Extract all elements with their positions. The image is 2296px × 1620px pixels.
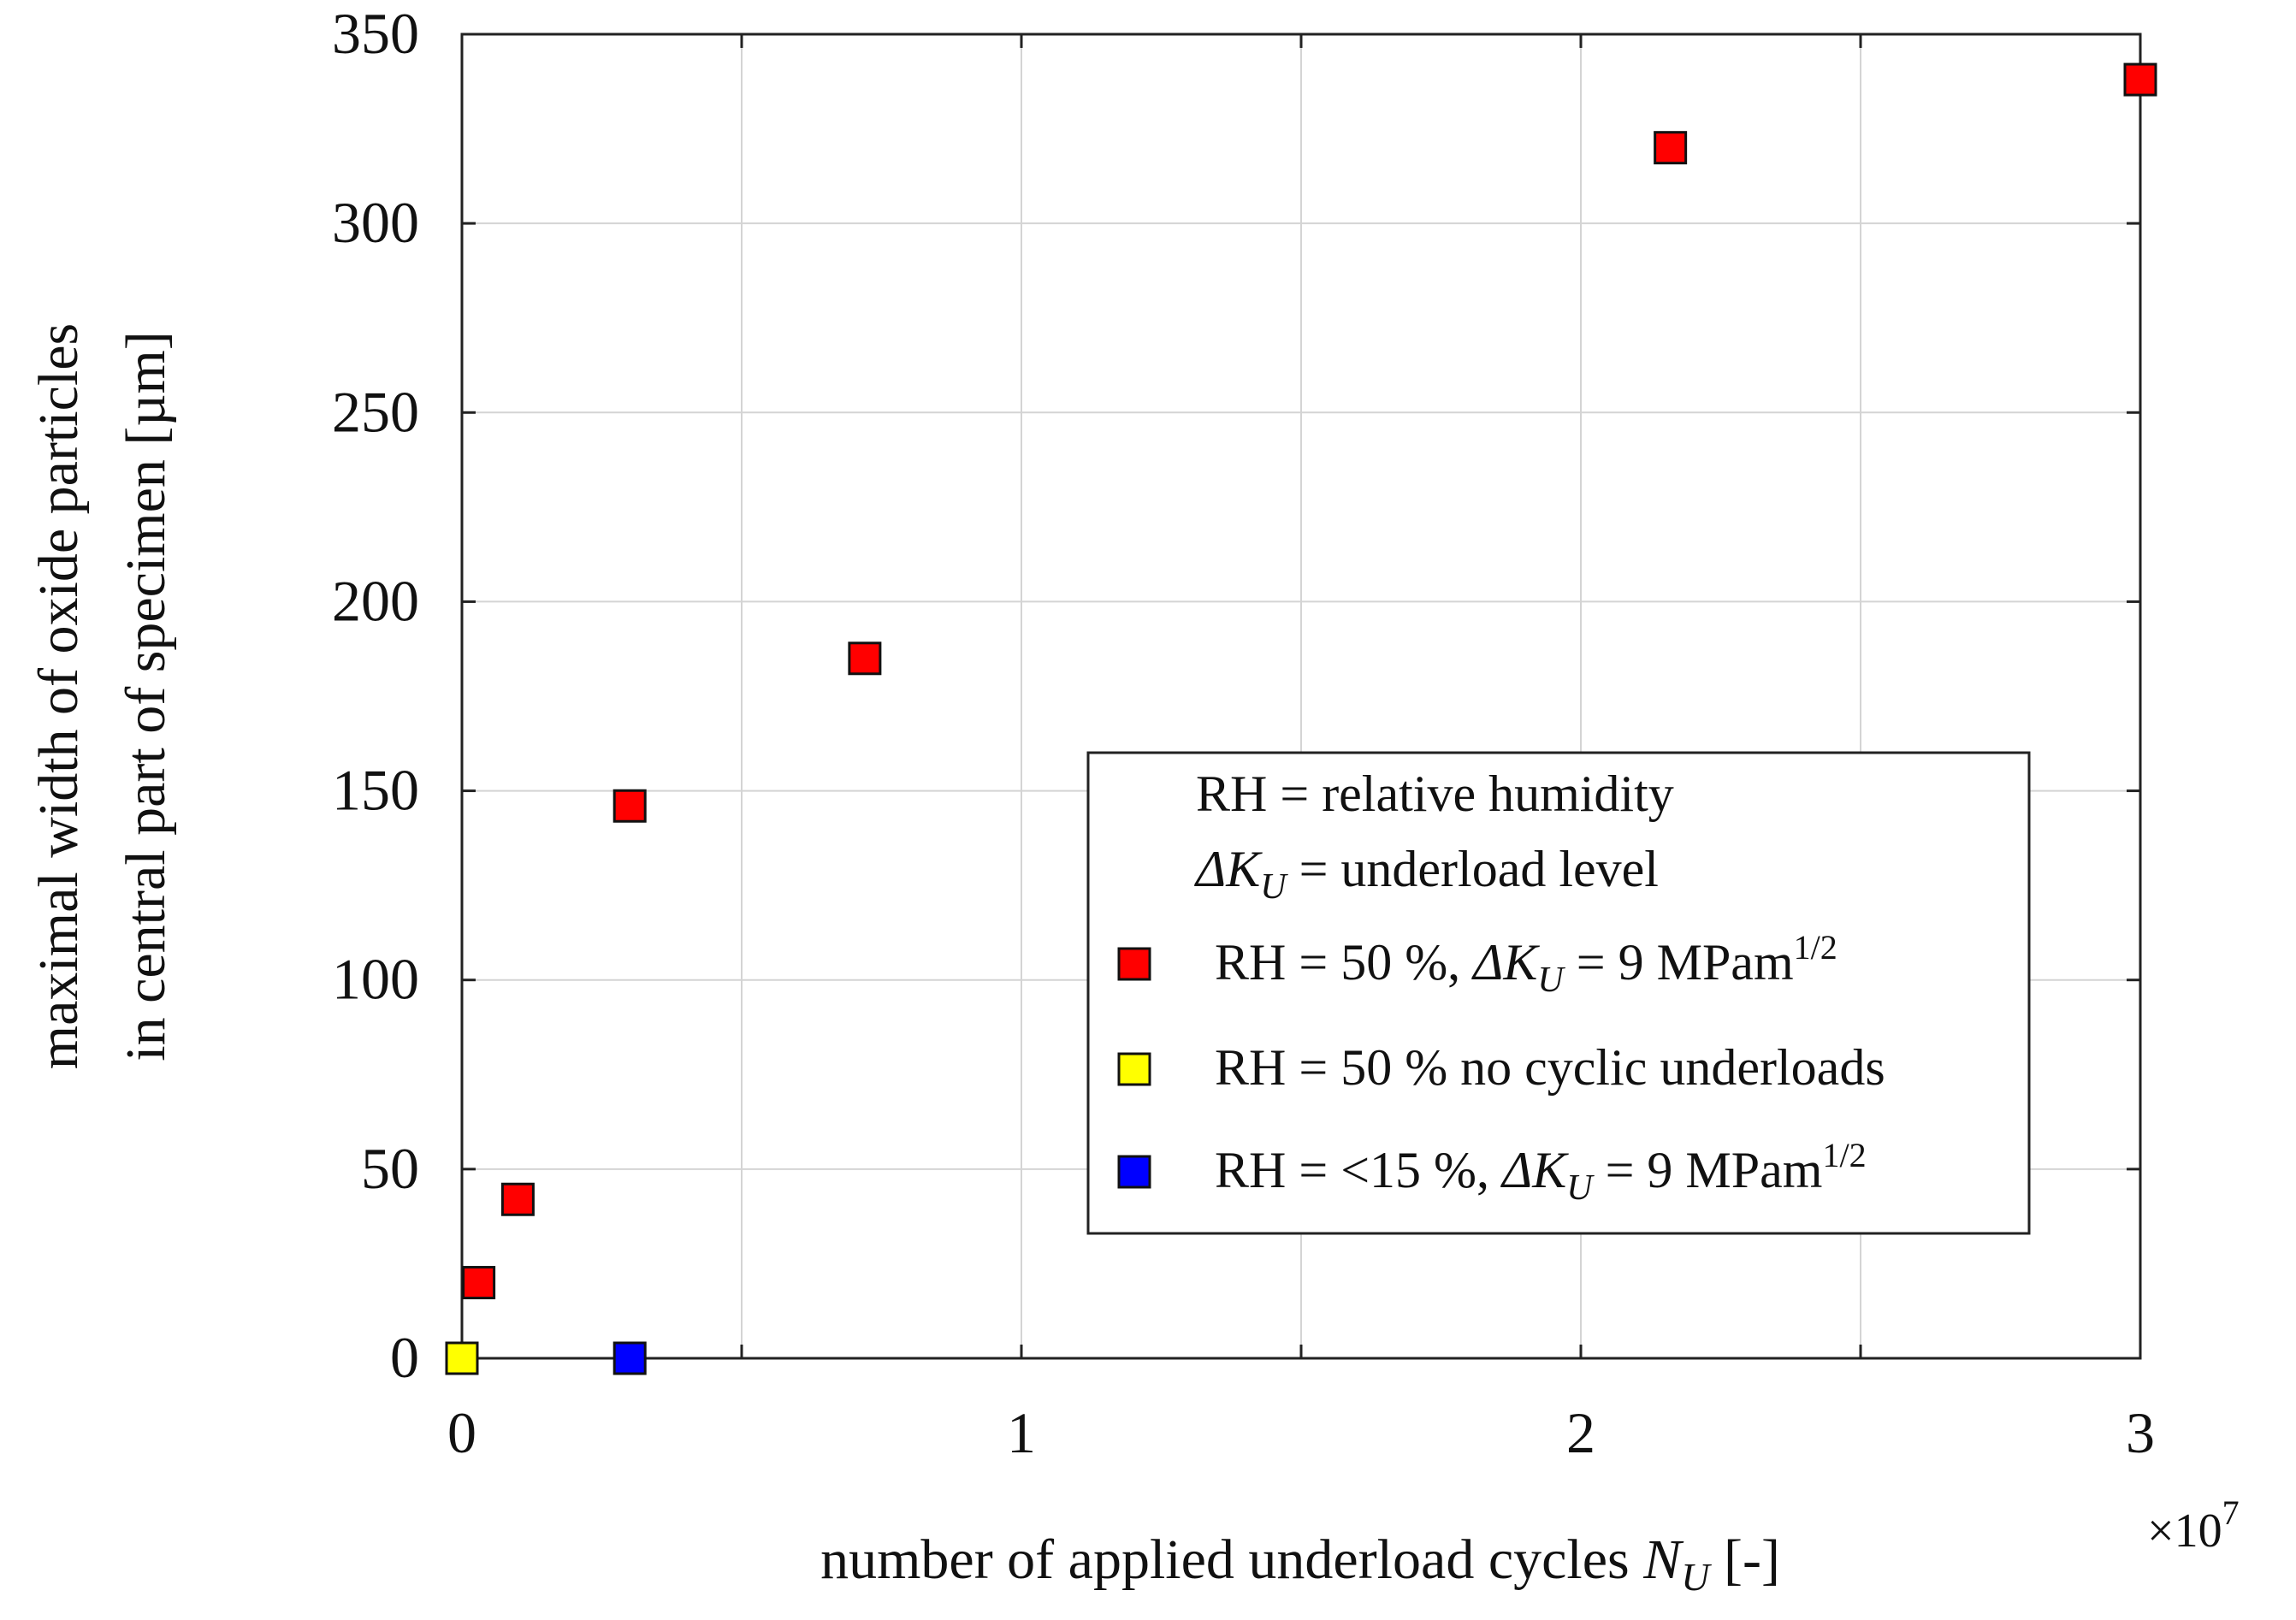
legend-note-var: ΔK [1194,841,1263,897]
legend-box [1086,751,2031,1235]
x-axis-variable-subscript: U [1681,1555,1712,1599]
x-tick-label: 3 [2126,1400,2155,1465]
legend-marker-blue [1117,1155,1151,1189]
x-axis-unit: [-] [1724,1528,1780,1591]
legend-label-red: RH = 50 %, ΔKU = 9 MPam1/2 [1215,928,1837,1000]
y-tick-label: 250 [332,379,419,444]
data-markers [445,62,2157,1375]
legend-label-yellow: RH = 50 % no cyclic underloads [1215,1039,1885,1096]
y-tick-label: 200 [332,568,419,633]
legend-note-text: = underload level [1287,841,1659,897]
y-tick-label: 350 [332,1,419,66]
x-scale-exponent: 7 [2222,1493,2240,1532]
data-point-series-0 [1654,131,1688,165]
data-point-series-0 [848,641,882,676]
data-point-series-0 [462,1266,496,1300]
data-point-series-2 [612,1341,647,1375]
data-point-series-0 [612,789,647,823]
x-scale-base: ×10 [2147,1505,2222,1558]
x-tick-label: 0 [447,1400,476,1465]
y-tick-label: 50 [361,1136,419,1201]
legend-marker-yellow [1117,1052,1151,1086]
tick-labels: 0 1 2 3 0 50 100 150 200 250 300 350 [332,1,2155,1465]
x-axis-label: number of applied underload cycles NU [-… [820,1528,1780,1599]
y-axis-label-line1: maximal width of oxide particles [27,323,90,1069]
data-point-series-0 [500,1182,535,1216]
legend-marker-red [1117,947,1151,981]
x-scale-multiplier: ×107 [2147,1493,2240,1558]
legend-note-humidity: RH = relative humidity [1196,766,1674,822]
y-tick-label: 100 [332,947,419,1012]
x-axis-variable: N [1642,1528,1684,1591]
legend: RH = relative humidity ΔKU = underload l… [1086,751,2031,1235]
x-axis-label-text: number of applied underload cycles [820,1528,1630,1591]
x-tick-label: 2 [1566,1400,1595,1465]
data-point-series-1 [445,1341,479,1375]
legend-note-sub: U [1260,867,1288,907]
y-tick-label: 0 [390,1325,419,1390]
legend-note-underload: ΔKU = underload level [1194,841,1659,907]
y-axis-label-line2: in central part of specimen [µm] [115,331,177,1061]
y-tick-label: 150 [332,758,419,823]
x-tick-label: 1 [1007,1400,1036,1465]
data-point-series-0 [2123,62,2157,97]
legend-label-blue: RH = <15 %, ΔKU = 9 MPam1/2 [1215,1136,1867,1208]
y-tick-label: 300 [332,190,419,255]
